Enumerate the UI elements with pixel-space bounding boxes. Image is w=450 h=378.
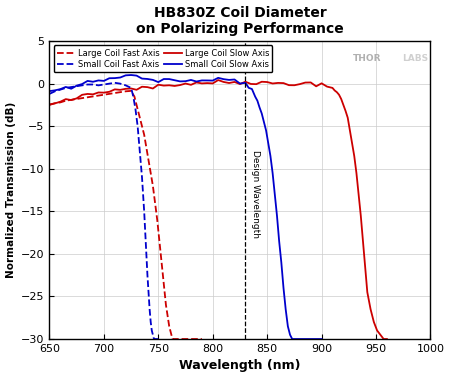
Text: LABS: LABS: [402, 54, 428, 64]
Y-axis label: Normalized Transmission (dB): Normalized Transmission (dB): [5, 102, 16, 278]
X-axis label: Wavelength (nm): Wavelength (nm): [179, 359, 301, 372]
Text: THOR: THOR: [352, 54, 381, 64]
Legend: Large Coil Fast Axis, Small Coil Fast Axis, Large Coil Slow Axis, Small Coil Slo: Large Coil Fast Axis, Small Coil Fast Ax…: [54, 45, 272, 73]
Title: HB830Z Coil Diameter
on Polarizing Performance: HB830Z Coil Diameter on Polarizing Perfo…: [136, 6, 344, 36]
Text: Design Wavelength: Design Wavelength: [251, 150, 260, 238]
